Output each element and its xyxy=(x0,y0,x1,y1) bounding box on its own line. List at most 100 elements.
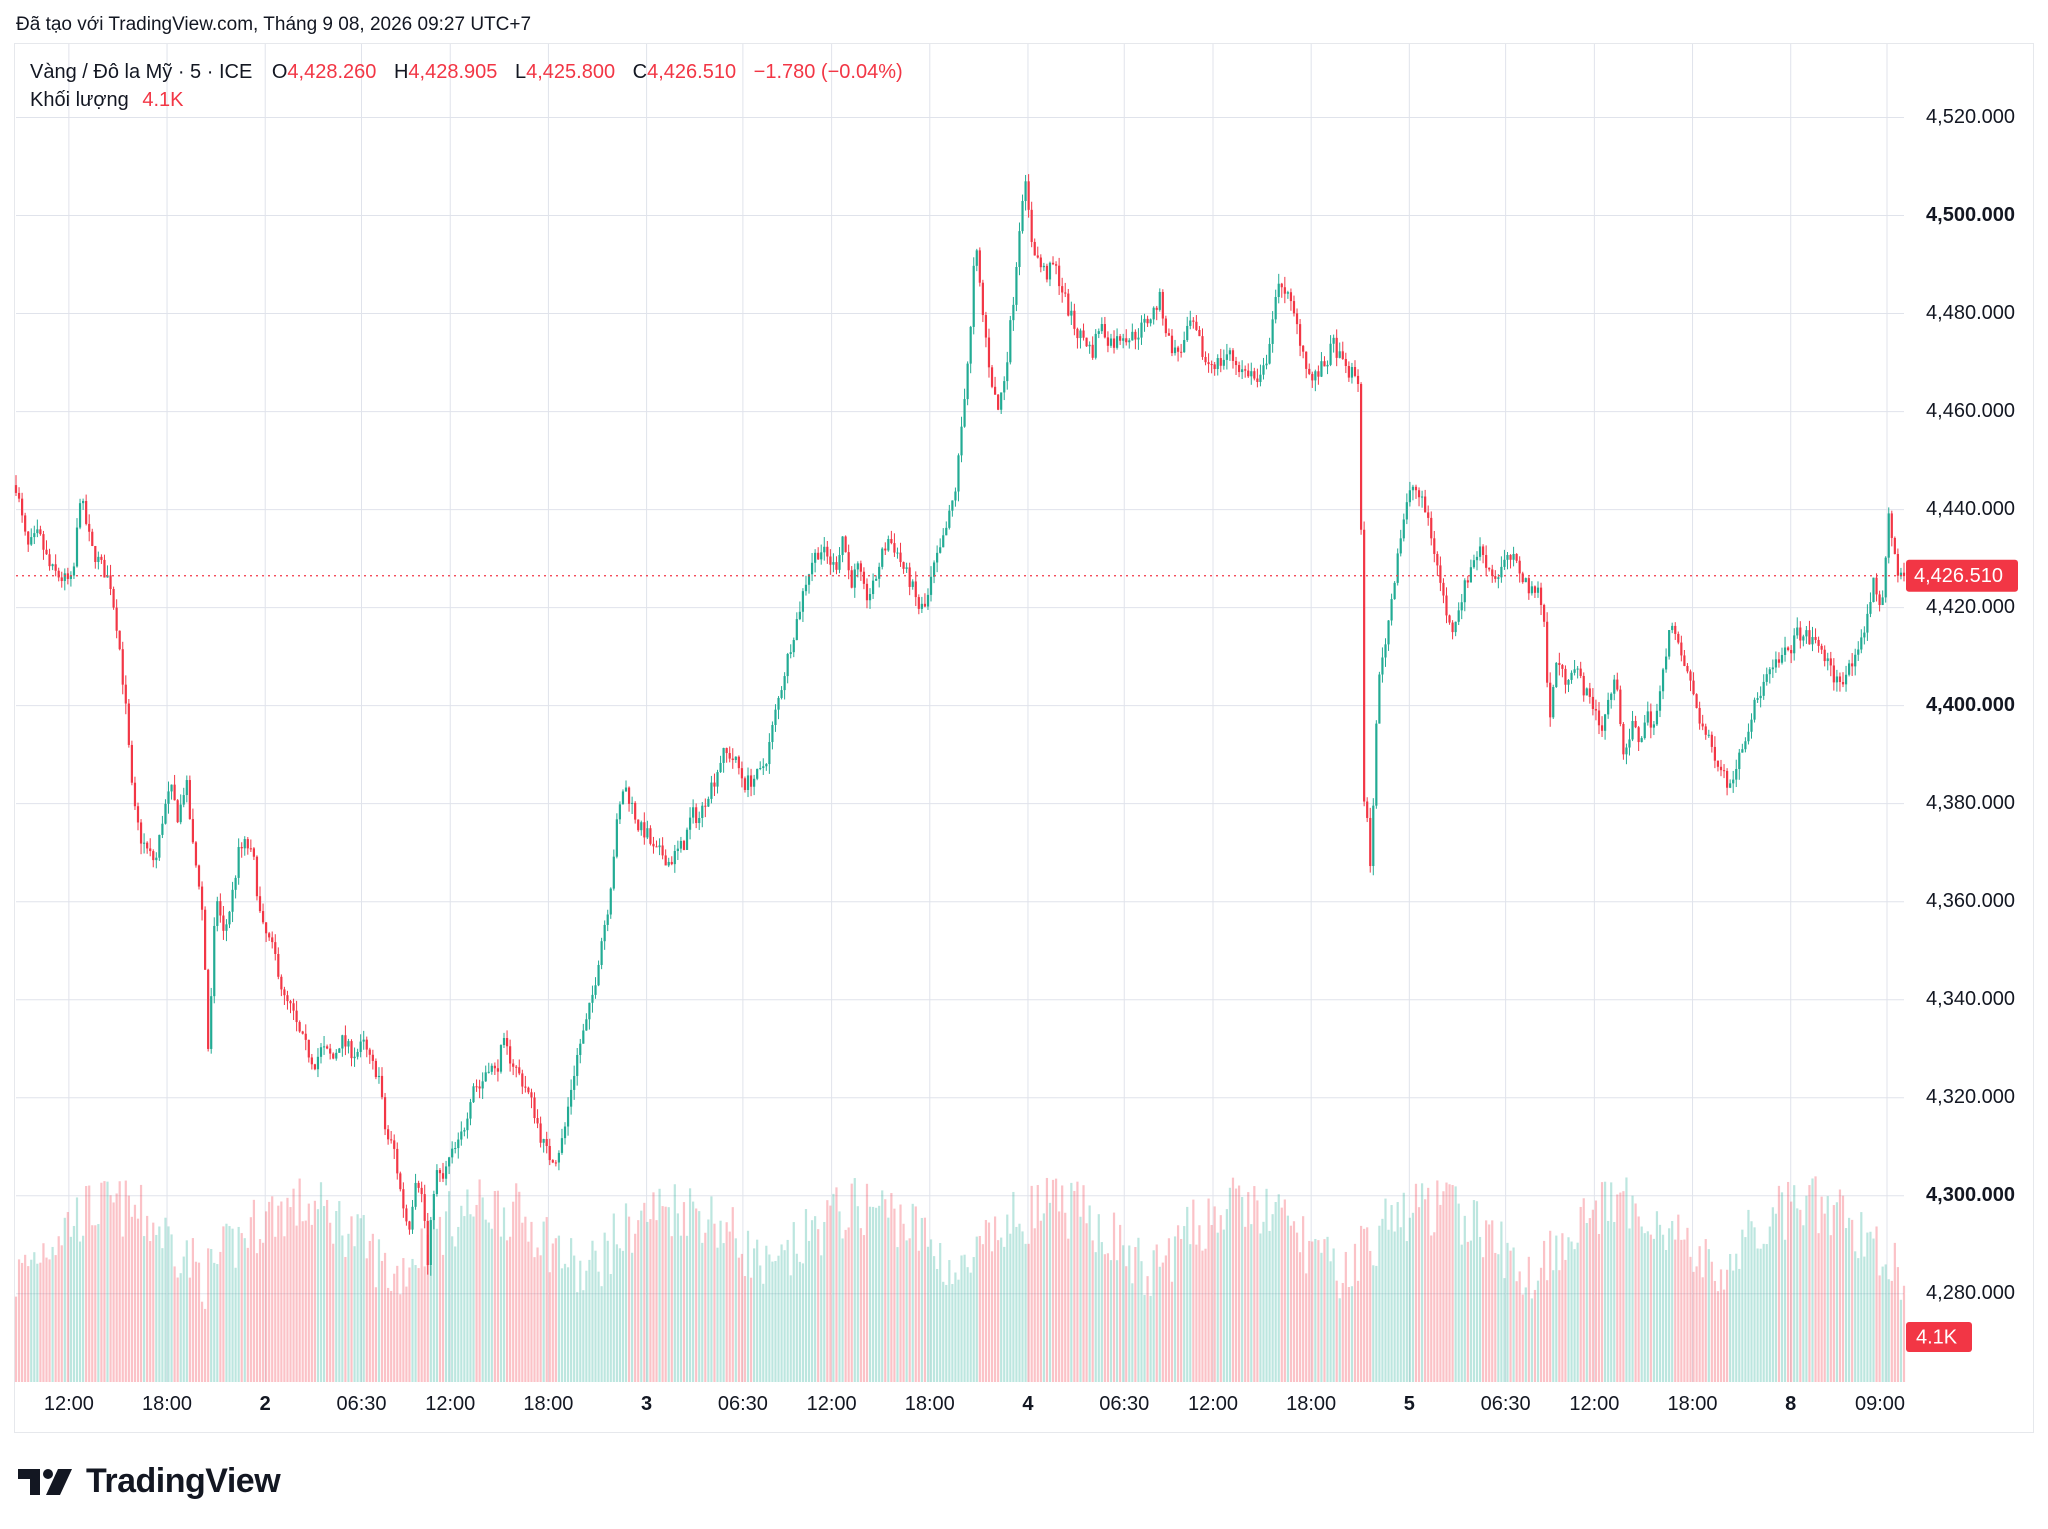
volume-bar xyxy=(838,1211,841,1382)
volume-bar xyxy=(731,1207,734,1382)
volume-bar xyxy=(1051,1179,1055,1382)
candle-body xyxy=(423,1194,426,1221)
candle-body xyxy=(771,724,774,743)
volume-label[interactable]: Khối lượng xyxy=(30,89,129,111)
candle-body xyxy=(975,250,978,266)
volume-bar xyxy=(1738,1268,1741,1382)
volume-bar xyxy=(1399,1227,1402,1382)
candle-body xyxy=(1707,734,1710,736)
volume-bar xyxy=(194,1261,198,1382)
candle-body xyxy=(332,1053,335,1059)
candle-body xyxy=(865,583,869,601)
candle-body xyxy=(1869,602,1872,614)
price-chart[interactable]: 4,520.000 4,500.000 4,480.000 4,460.000 4,44… xyxy=(0,0,2048,1440)
candle-body xyxy=(542,1138,545,1143)
candle-body xyxy=(1085,337,1088,347)
volume-bar xyxy=(728,1231,731,1382)
volume-bar xyxy=(615,1244,618,1382)
candle-body xyxy=(585,1019,588,1031)
volume-bar xyxy=(1655,1211,1659,1382)
volume-bar xyxy=(396,1265,399,1382)
candle-body xyxy=(649,828,652,844)
candle-body xyxy=(1478,546,1482,557)
tradingview-brand[interactable]: TradingView xyxy=(18,1462,281,1501)
candle-body xyxy=(1317,371,1320,377)
volume-bar xyxy=(454,1246,457,1382)
volume-bar xyxy=(374,1287,378,1382)
candle-body xyxy=(631,802,634,804)
volume-bar xyxy=(502,1207,506,1382)
volume-bar xyxy=(1689,1256,1692,1382)
volume-bar xyxy=(746,1230,750,1382)
candle-body xyxy=(515,1066,518,1068)
candle-body xyxy=(1890,513,1893,538)
volume-bar xyxy=(1506,1242,1509,1382)
candle-body xyxy=(1134,331,1137,340)
volume-bar xyxy=(951,1284,954,1382)
candle-body xyxy=(1295,313,1299,325)
volume-bar xyxy=(14,1296,18,1382)
candle-body xyxy=(868,594,872,601)
symbol-name[interactable]: Vàng / Đô la Mỹ · 5 · ICE xyxy=(30,61,253,83)
volume-bar xyxy=(832,1193,835,1382)
candle-body xyxy=(734,756,737,760)
candle-body xyxy=(194,842,198,866)
volume-bar xyxy=(88,1185,91,1382)
candle-body xyxy=(1387,620,1390,645)
volume-bar xyxy=(216,1264,219,1382)
volume-bar xyxy=(542,1221,545,1382)
candle-body xyxy=(228,911,231,925)
volume-bar xyxy=(438,1216,442,1382)
volume-bar xyxy=(420,1228,423,1382)
volume-bar xyxy=(545,1217,548,1382)
candle-body xyxy=(1103,324,1106,338)
candle-body xyxy=(1201,336,1204,357)
candle-body xyxy=(1192,320,1195,322)
candle-body xyxy=(716,772,719,787)
volume-bar xyxy=(1012,1191,1015,1382)
volume-bar xyxy=(1786,1181,1790,1382)
candle-body xyxy=(390,1139,393,1141)
volume-bar xyxy=(926,1246,930,1382)
volume-bar xyxy=(387,1287,390,1382)
volume-bar xyxy=(1808,1185,1811,1382)
price-tick-label: 4,400.000 xyxy=(1926,694,2015,716)
candle-body xyxy=(493,1065,496,1069)
volume-bar xyxy=(987,1222,991,1382)
volume-bar xyxy=(826,1200,829,1382)
price-axis[interactable]: 4,520.000 4,500.000 4,480.000 4,460.000 4,44… xyxy=(1926,106,2015,1304)
volume-bar xyxy=(753,1248,756,1382)
candle-body xyxy=(893,543,896,553)
chart-frame[interactable] xyxy=(14,43,2034,1433)
volume-bar xyxy=(1088,1205,1091,1382)
candle-body xyxy=(518,1067,521,1074)
volume-bar xyxy=(1783,1239,1787,1382)
candle-body xyxy=(94,545,97,563)
tradingview-logo-icon xyxy=(18,1468,72,1495)
time-tick-label: 18:00 xyxy=(905,1393,955,1415)
candle-body xyxy=(713,782,716,787)
volume-bar xyxy=(1152,1250,1155,1382)
volume-bar xyxy=(1042,1213,1045,1382)
candle-body xyxy=(82,500,85,504)
volume-bar xyxy=(127,1195,130,1382)
candle-body xyxy=(1375,723,1378,806)
candle-body xyxy=(646,828,649,838)
volume-bar xyxy=(1649,1234,1652,1382)
volume-bar xyxy=(1009,1233,1012,1382)
time-tick-label: 4 xyxy=(1022,1393,1034,1415)
volume-bar xyxy=(698,1211,701,1382)
candle-body xyxy=(164,803,167,824)
candle-body xyxy=(1225,354,1228,360)
candle-body xyxy=(1039,257,1042,268)
candle-body xyxy=(1588,688,1591,697)
candle-body xyxy=(551,1160,554,1163)
candle-body xyxy=(1265,363,1268,366)
change-value: −1.780 (−0.04%) xyxy=(753,61,903,83)
volume-bar xyxy=(710,1196,713,1382)
candle-body xyxy=(54,564,57,571)
time-axis[interactable]: 12:00 18:00 2 06:30 12:00 18:00 3 06:30 12:00 18:… xyxy=(44,1393,1905,1415)
volume-bar xyxy=(1893,1242,1896,1382)
volume-bar xyxy=(618,1248,622,1382)
candle-body xyxy=(1042,265,1045,268)
